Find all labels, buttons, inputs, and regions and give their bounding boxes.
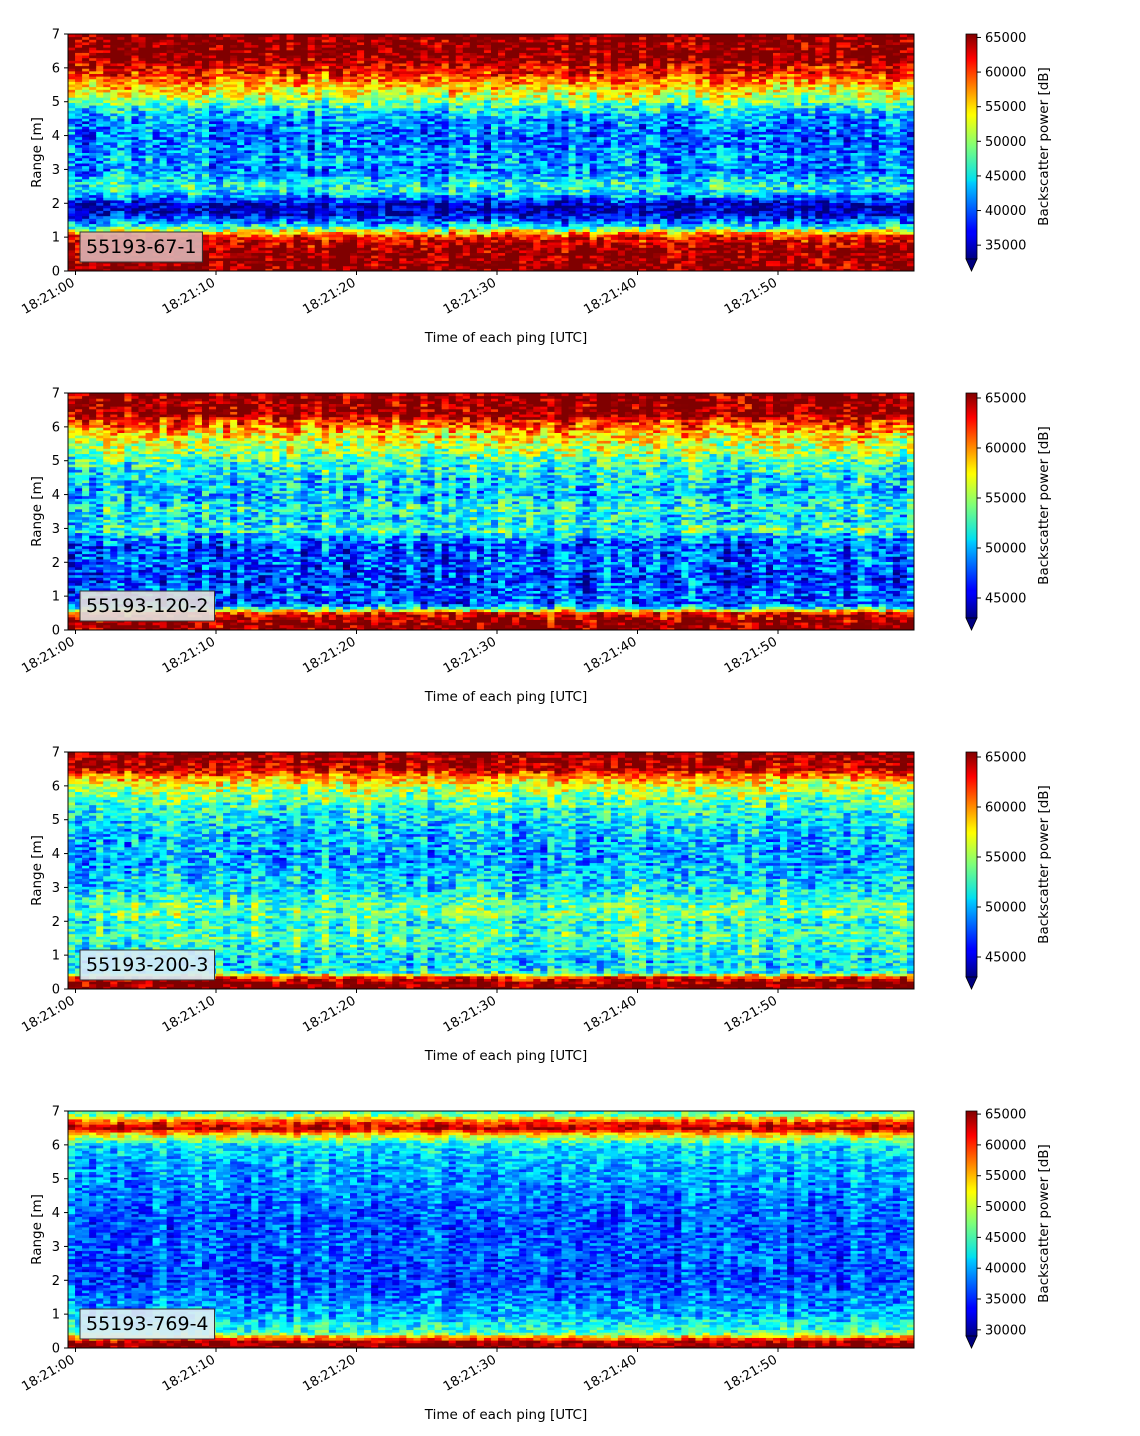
figure: 0123456718:21:00 18:21:10 18:21:20 18:21:30… [0,0,1140,1436]
